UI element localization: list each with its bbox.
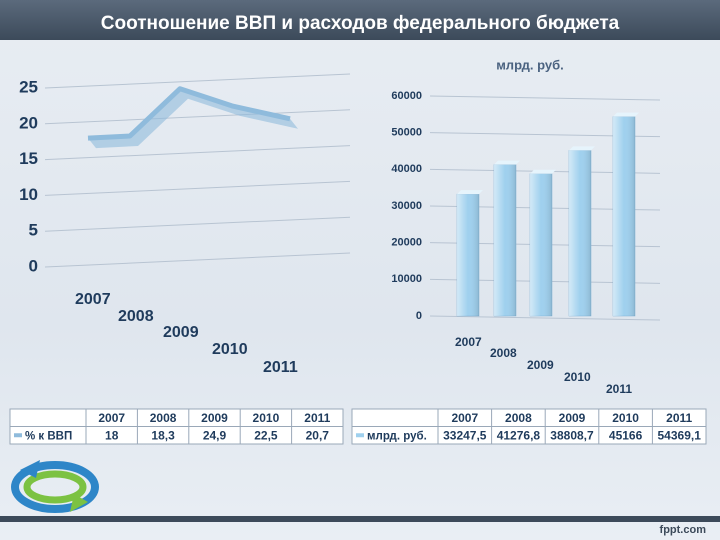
title-bar <box>0 0 720 40</box>
grid-line <box>44 216 351 232</box>
table-header: 2009 <box>559 411 586 425</box>
data-label: 54369,1 <box>658 428 702 442</box>
y-tick-label: 30000 <box>391 200 422 212</box>
table-header: 2011 <box>304 411 330 425</box>
y-tick-label: 10000 <box>391 273 422 285</box>
bar-top <box>569 146 595 151</box>
y-tick-label: 25 <box>19 77 38 96</box>
grid-line <box>44 109 351 125</box>
table-header: 2008 <box>505 411 532 425</box>
table-header: 2008 <box>150 411 177 425</box>
bar-top <box>530 169 556 174</box>
footer-bar <box>0 516 720 522</box>
x-tick-label: 2007 <box>75 291 111 308</box>
data-label: 20,7 <box>306 428 330 442</box>
table-header: 2007 <box>98 411 125 425</box>
data-label: 24,9 <box>203 428 227 442</box>
x-tick-label: 2010 <box>212 341 248 358</box>
data-label: 41276,8 <box>497 428 541 442</box>
grid-line <box>429 95 661 101</box>
x-tick-label: 2009 <box>163 324 199 341</box>
bar-shine <box>569 150 591 316</box>
y-tick-label: 60000 <box>391 90 422 102</box>
grid-line <box>44 73 351 89</box>
bar-shine <box>457 194 479 316</box>
x-tick-label: 2008 <box>490 346 517 360</box>
data-label: 33247,5 <box>443 428 487 442</box>
table-header: 2009 <box>201 411 228 425</box>
bar-shine <box>494 164 516 316</box>
x-tick-label: 2011 <box>263 359 298 376</box>
x-tick-label: 2010 <box>564 370 591 384</box>
y-tick-label: 50000 <box>391 127 422 139</box>
table-header: 2010 <box>253 411 280 425</box>
y-tick-label: 10 <box>19 185 38 204</box>
line-ribbon-depth <box>88 88 298 149</box>
bar-top <box>494 160 520 165</box>
data-label: 22,5 <box>254 428 278 442</box>
grid-line <box>44 180 351 196</box>
x-tick-label: 2007 <box>455 335 482 349</box>
bar-shine <box>530 173 552 316</box>
y-tick-label: 20 <box>19 113 38 132</box>
y-axis-label: млрд. руб. <box>496 57 564 72</box>
legend-swatch <box>14 433 22 438</box>
line <box>87 86 291 141</box>
logo-icon <box>11 460 99 513</box>
y-tick-label: 20000 <box>391 237 422 249</box>
table-header: 2011 <box>666 411 692 425</box>
bar-top <box>613 112 639 117</box>
y-tick-label: 0 <box>416 310 422 322</box>
bar-top <box>457 190 483 195</box>
y-tick-label: 40000 <box>391 163 422 175</box>
grid-line <box>44 145 351 161</box>
legend-label: млрд. руб. <box>367 430 427 442</box>
slide-title: Соотношение ВВП и расходов федерального … <box>101 13 620 34</box>
data-label: 18,3 <box>151 428 175 442</box>
table-header: 2007 <box>451 411 478 425</box>
data-label: 45166 <box>609 428 643 442</box>
bar-shine <box>613 116 635 316</box>
grid-line <box>44 252 351 268</box>
grid-line <box>429 315 661 321</box>
x-tick-label: 2008 <box>118 308 154 325</box>
data-label: 18 <box>105 428 119 442</box>
legend-label: % к ВВП <box>25 430 72 442</box>
footer: fppt.com <box>660 524 707 536</box>
data-label: 38808,7 <box>550 428 594 442</box>
y-tick-label: 5 <box>29 221 38 240</box>
y-tick-label: 0 <box>29 256 38 275</box>
legend-swatch <box>356 433 364 438</box>
x-tick-label: 2011 <box>606 382 632 396</box>
table-header: 2010 <box>612 411 639 425</box>
x-tick-label: 2009 <box>527 358 554 372</box>
y-tick-label: 15 <box>19 149 38 168</box>
